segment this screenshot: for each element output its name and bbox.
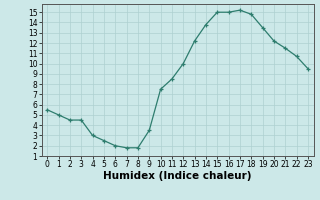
X-axis label: Humidex (Indice chaleur): Humidex (Indice chaleur)	[103, 171, 252, 181]
